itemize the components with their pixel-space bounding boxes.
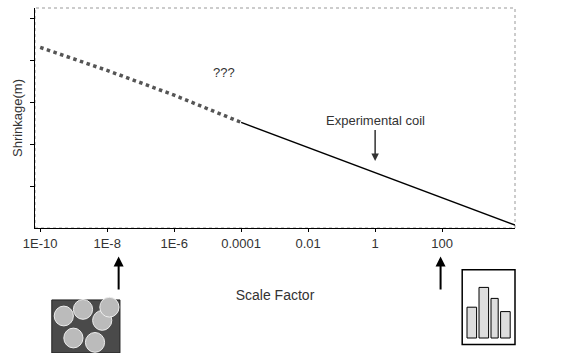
svg-text:1E-8: 1E-8 <box>93 236 120 251</box>
svg-text:1E-6: 1E-6 <box>160 236 187 251</box>
svg-text:???: ??? <box>213 65 235 80</box>
svg-text:1E-10: 1E-10 <box>23 236 58 251</box>
svg-text:0.0001: 0.0001 <box>221 236 261 251</box>
svg-text:Shrinkage(m): Shrinkage(m) <box>10 79 25 157</box>
svg-text:Scale Factor: Scale Factor <box>236 287 315 303</box>
svg-text:100: 100 <box>431 236 453 251</box>
svg-text:0.01: 0.01 <box>295 236 320 251</box>
svg-text:1: 1 <box>372 236 379 251</box>
svg-text:Experimental coil: Experimental coil <box>326 113 425 128</box>
